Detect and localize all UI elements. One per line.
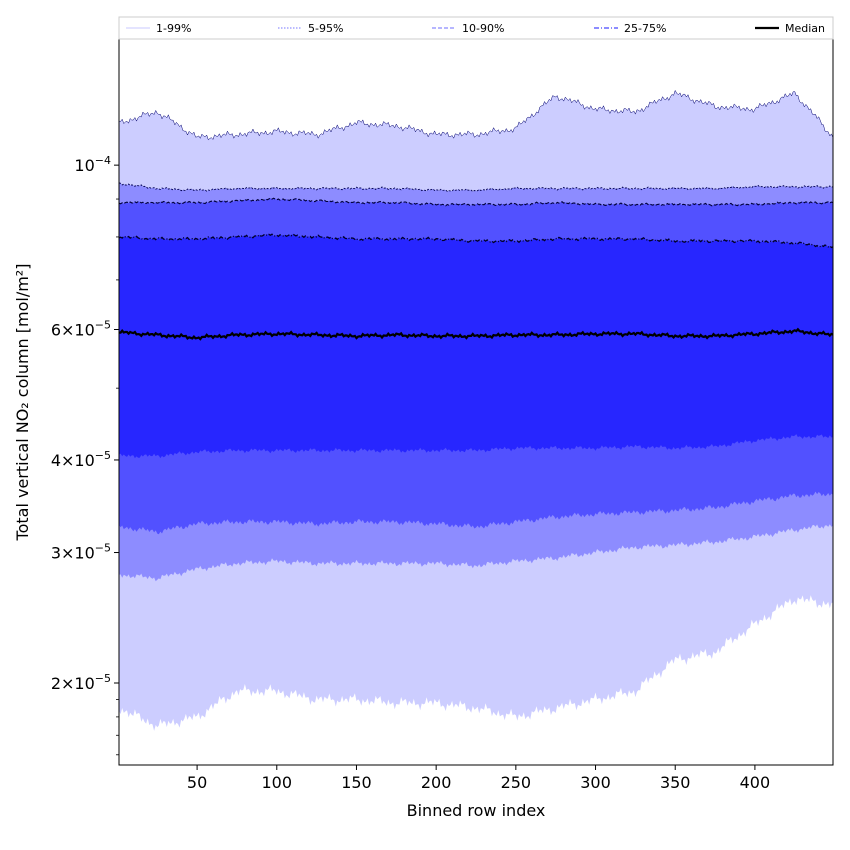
x-tick-label: 200: [421, 773, 452, 792]
x-tick-label: 350: [660, 773, 691, 792]
legend-label: 5-95%: [308, 22, 343, 35]
x-tick-label: 100: [262, 773, 293, 792]
line-median: [119, 327, 833, 341]
legend-label: Median: [785, 22, 825, 35]
y-axis-label: Total vertical NO₂ column [mol/m²]: [13, 264, 32, 542]
legend-label: 25-75%: [624, 22, 666, 35]
x-axis-label: Binned row index: [407, 801, 546, 820]
y-tick-label: 2×10−5: [51, 672, 111, 693]
y-tick-label: 4×10−5: [51, 449, 111, 470]
legend: 1-99% 5-95% 10-90% 25-75% Median: [118, 16, 834, 40]
bands-group: [119, 90, 833, 731]
line-25-75-upper: [119, 233, 833, 249]
line-1-99-upper: [119, 89, 833, 141]
legend-box: [118, 16, 834, 40]
y-tick-label: 3×10−5: [51, 542, 111, 563]
x-tick-label: 150: [341, 773, 372, 792]
legend-label: 10-90%: [462, 22, 504, 35]
y-tick-label: 6×10−5: [51, 319, 111, 340]
x-axis: 50 100 150 200 250 300 350 400: [187, 765, 770, 792]
lines-group: [119, 89, 833, 341]
y-tick-label: 10−4: [74, 154, 111, 175]
x-tick-label: 50: [187, 773, 207, 792]
x-tick-label: 300: [580, 773, 611, 792]
band-25-75: [119, 234, 833, 459]
line-10-90-upper: [119, 197, 833, 207]
legend-label: 1-99%: [156, 22, 191, 35]
x-tick-label: 250: [501, 773, 532, 792]
x-tick-label: 400: [740, 773, 771, 792]
y-axis: 10−4 6×10−5 4×10−5 3×10−5 2×10−5: [51, 154, 119, 756]
